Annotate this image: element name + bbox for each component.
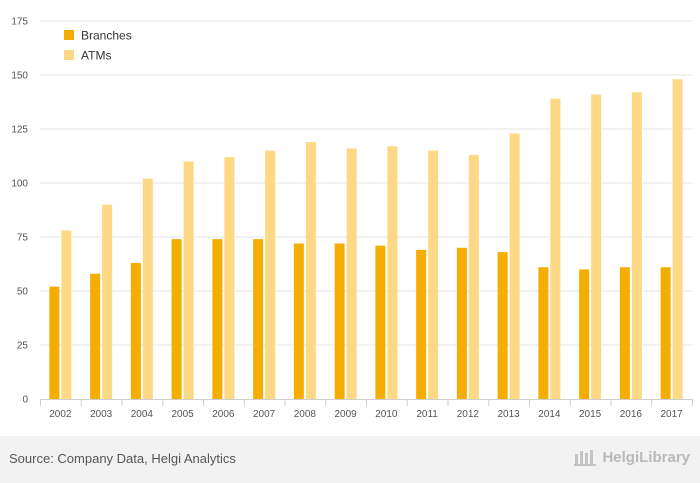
bar-branches-2012[interactable] xyxy=(456,247,467,399)
bar-atms-2004[interactable] xyxy=(142,178,153,399)
y-tick-label: 150 xyxy=(11,71,28,82)
bar-atms-2007[interactable] xyxy=(265,150,276,399)
bar-branches-2017[interactable] xyxy=(660,267,671,399)
y-tick-label: 50 xyxy=(17,287,29,298)
bar-atms-2008[interactable] xyxy=(305,141,316,399)
footer: Source: Company Data, Helgi Analytics He… xyxy=(0,436,700,483)
bar-branches-2002[interactable] xyxy=(49,286,60,399)
bar-branches-2003[interactable] xyxy=(90,273,101,399)
x-tick-label: 2008 xyxy=(294,409,317,420)
y-tick-label: 175 xyxy=(11,17,28,28)
y-tick-label: 75 xyxy=(17,233,29,244)
bar-branches-2015[interactable] xyxy=(579,269,590,399)
x-tick-label: 2006 xyxy=(212,409,235,420)
legend-swatch-atms xyxy=(64,50,74,60)
bar-atms-2010[interactable] xyxy=(387,146,398,399)
x-tick-label: 2003 xyxy=(90,409,113,420)
legend-label-atms[interactable]: ATMs xyxy=(81,49,111,63)
bar-atms-2013[interactable] xyxy=(509,133,520,399)
x-tick-label: 2005 xyxy=(172,409,195,420)
x-tick-label: 2015 xyxy=(579,409,602,420)
bar-branches-2004[interactable] xyxy=(130,262,141,399)
bar-atms-2012[interactable] xyxy=(468,154,479,399)
legend-label-branches[interactable]: Branches xyxy=(81,29,132,43)
x-tick-label: 2017 xyxy=(661,409,684,420)
legend-swatch-branches xyxy=(64,30,74,40)
bar-branches-2013[interactable] xyxy=(497,252,508,399)
bar-atms-2006[interactable] xyxy=(224,157,235,399)
x-tick-label: 2010 xyxy=(375,409,398,420)
bar-atms-2016[interactable] xyxy=(631,92,642,399)
bar-atms-2005[interactable] xyxy=(183,161,194,399)
bar-branches-2009[interactable] xyxy=(334,243,345,399)
x-tick-label: 2016 xyxy=(620,409,643,420)
bar-branches-2016[interactable] xyxy=(619,267,630,399)
x-tick-label: 2013 xyxy=(498,409,521,420)
bar-atms-2009[interactable] xyxy=(346,148,357,399)
brand-logo[interactable]: HelgiLibrary xyxy=(574,448,690,466)
bar-branches-2008[interactable] xyxy=(293,243,304,399)
x-tick-label: 2012 xyxy=(457,409,480,420)
x-tick-label: 2007 xyxy=(253,409,276,420)
bar-branches-2014[interactable] xyxy=(538,267,549,399)
bar-chart: 0 25 50 75 100 125 150 175 2002 2003 2004 2005 2006 2… xyxy=(11,17,693,420)
bar-branches-2011[interactable] xyxy=(416,249,427,399)
bar-branches-2007[interactable] xyxy=(253,239,264,399)
y-tick-label: 100 xyxy=(11,179,28,190)
y-tick-label: 0 xyxy=(22,395,28,406)
bar-atms-2002[interactable] xyxy=(61,230,72,399)
bar-atms-2011[interactable] xyxy=(428,150,439,399)
library-icon xyxy=(574,450,597,466)
x-tick-label: 2004 xyxy=(131,409,154,420)
bar-atms-2003[interactable] xyxy=(102,204,113,399)
bar-branches-2006[interactable] xyxy=(212,239,223,399)
bar-atms-2017[interactable] xyxy=(672,79,683,399)
x-tick-label: 2014 xyxy=(538,409,561,420)
x-tick-label: 2002 xyxy=(49,409,72,420)
bar-atms-2015[interactable] xyxy=(591,94,602,399)
y-tick-label: 125 xyxy=(11,125,28,136)
x-tick-label: 2011 xyxy=(416,409,438,420)
source-note: Source: Company Data, Helgi Analytics xyxy=(9,451,236,466)
bar-atms-2014[interactable] xyxy=(550,98,561,399)
bar-branches-2010[interactable] xyxy=(375,245,386,399)
y-tick-label: 25 xyxy=(17,341,29,352)
x-tick-label: 2009 xyxy=(335,409,358,420)
brand-name: HelgiLibrary xyxy=(602,448,690,466)
bar-branches-2005[interactable] xyxy=(171,239,182,399)
